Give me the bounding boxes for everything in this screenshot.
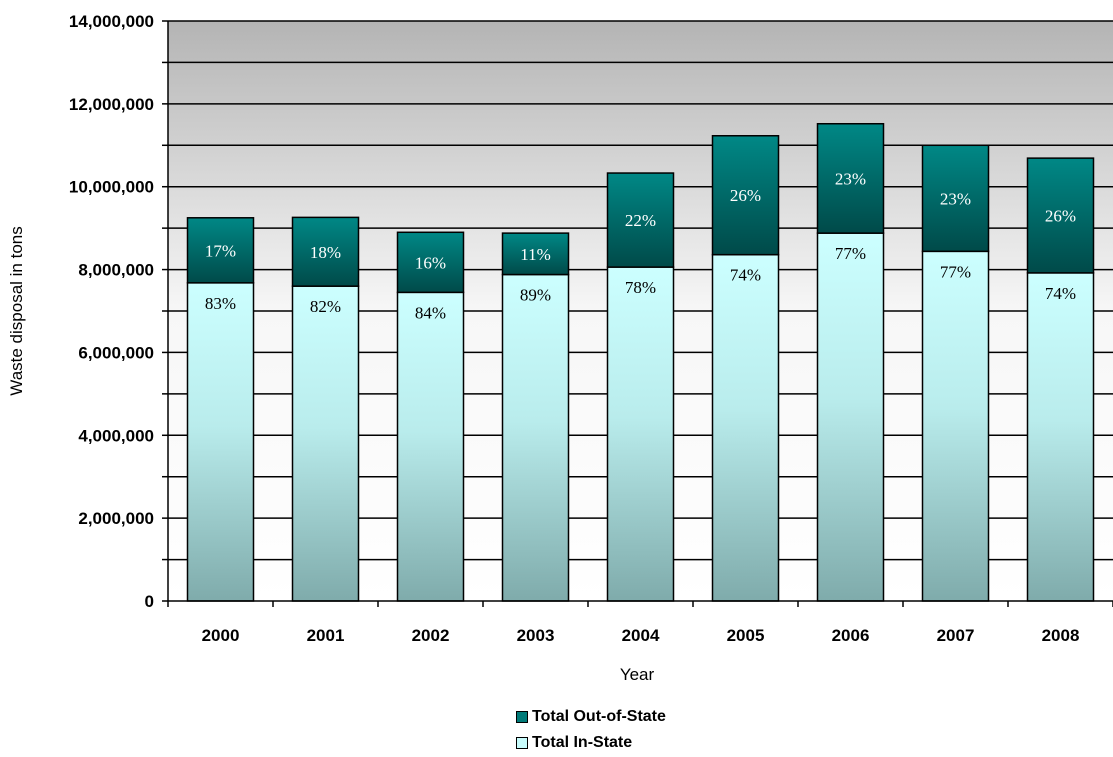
data-label-in-state: 89% [520, 286, 551, 305]
bar-out-of-state [816, 122, 885, 234]
legend-item-out-of-state: Total Out-of-State [516, 704, 666, 730]
data-label-in-state: 77% [940, 262, 971, 281]
y-tick-label: 10,000,000 [69, 178, 154, 197]
data-label-out-of-state: 26% [1045, 207, 1076, 226]
y-tick-label: 14,000,000 [69, 12, 154, 31]
y-tick-label: 2,000,000 [78, 509, 154, 528]
bar-in-state [606, 266, 675, 602]
bars: 83% 17% 82% 18% 84% 16% 89% 11% 78% 22% 74% 26% 77% 2… [186, 122, 1095, 602]
x-tick-label: 2005 [727, 626, 765, 645]
legend-label-in-state: Total In-State [532, 734, 633, 751]
legend-label-out-of-state: Total Out-of-State [532, 708, 666, 725]
x-axis-title: Year [620, 665, 655, 684]
legend-swatch-in-state [516, 737, 528, 749]
legend-swatch-out-of-state [516, 711, 528, 723]
x-tick-label: 2004 [622, 626, 660, 645]
y-tick-label: 4,000,000 [78, 426, 154, 445]
y-tick-label: 6,000,000 [78, 343, 154, 362]
legend: Total Out-of-State Total In-State [516, 704, 666, 756]
bar-in-state [291, 285, 360, 602]
data-label-in-state: 74% [1045, 284, 1076, 303]
data-label-in-state: 78% [625, 278, 656, 297]
data-label-in-state: 74% [730, 266, 761, 285]
data-label-in-state: 83% [205, 294, 236, 313]
y-tick-label: 8,000,000 [78, 261, 154, 280]
y-tick-label: 12,000,000 [69, 95, 154, 114]
bar-out-of-state [1026, 157, 1095, 274]
x-tick-label: 2008 [1042, 626, 1080, 645]
bar-out-of-state [396, 231, 465, 294]
bar-in-state [1026, 272, 1095, 602]
bar-in-state [186, 282, 255, 602]
data-label-out-of-state: 17% [205, 241, 236, 260]
x-tick-label: 2001 [307, 626, 345, 645]
bar-in-state [921, 250, 990, 602]
bar-out-of-state [291, 216, 360, 287]
x-tick-label: 2003 [517, 626, 555, 645]
bar-out-of-state [501, 232, 570, 276]
data-label-out-of-state: 22% [625, 211, 656, 230]
data-label-in-state: 82% [310, 297, 341, 316]
data-label-out-of-state: 18% [310, 243, 341, 262]
x-tick-labels: 2000 2001 2002 2003 2004 2005 2006 2007 2008 [202, 626, 1080, 645]
x-tick-label: 2002 [412, 626, 450, 645]
data-label-out-of-state: 11% [520, 245, 551, 264]
legend-item-in-state: Total In-State [516, 730, 666, 756]
data-label-in-state: 77% [835, 244, 866, 263]
bar-in-state [816, 232, 885, 602]
data-label-out-of-state: 23% [835, 169, 866, 188]
bar-out-of-state [186, 217, 255, 284]
x-tick-label: 2000 [202, 626, 240, 645]
data-label-in-state: 84% [415, 303, 446, 322]
y-axis-title: Waste disposal in tons [7, 226, 26, 395]
bar-out-of-state [606, 172, 675, 268]
data-label-out-of-state: 26% [730, 186, 761, 205]
x-tick-label: 2007 [937, 626, 975, 645]
axes [162, 20, 1113, 607]
y-tick-label: 0 [145, 592, 154, 611]
bar-in-state [501, 273, 570, 602]
bar-in-state [396, 291, 465, 602]
bar-out-of-state [711, 135, 780, 256]
data-label-out-of-state: 16% [415, 253, 446, 272]
bar-out-of-state [921, 144, 990, 253]
x-tick-label: 2006 [832, 626, 870, 645]
bar-in-state [711, 253, 780, 602]
y-tick-labels: 0 2,000,000 4,000,000 6,000,000 8,000,000 10,… [69, 12, 154, 611]
data-label-out-of-state: 23% [940, 189, 971, 208]
